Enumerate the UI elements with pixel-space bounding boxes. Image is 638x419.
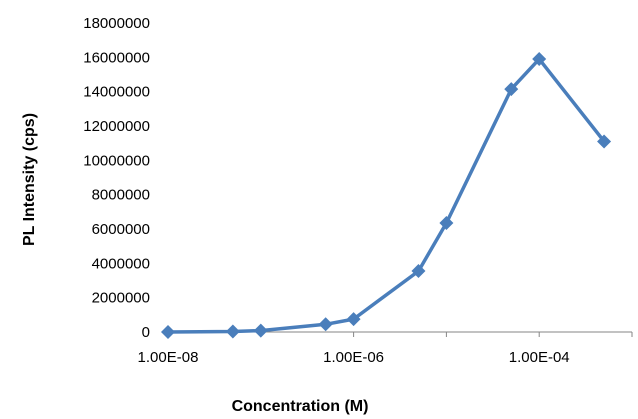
data-point-marker [504,82,519,97]
y-axis-ticks: 0 2000000 4000000 6000000 8000000 10000000 120… [83,15,150,341]
series-layer [161,52,612,339]
y-tick-label: 4000000 [92,255,150,272]
y-axis-title: PL Intensity (cps) [21,113,38,246]
data-point-marker [161,325,175,339]
data-point-marker [532,52,547,67]
data-point-marker [597,134,612,149]
x-axis-title: Concentration (M) [232,398,369,415]
data-point-marker [225,324,240,339]
y-tick-label: 2000000 [92,290,150,307]
x-tick-label: 1.00E-06 [323,349,384,366]
y-tick-label: 12000000 [83,118,150,135]
y-tick-label: 6000000 [92,221,150,238]
y-tick-label: 8000000 [92,187,150,204]
data-point-marker [411,264,426,279]
x-axis-ticks: 1.00E-08 1.00E-06 1.00E-04 [138,332,633,366]
y-tick-label: 10000000 [83,152,150,169]
y-tick-label: 14000000 [83,84,150,101]
data-point-marker [346,312,361,327]
series-line [167,57,606,334]
data-point-marker [439,215,454,230]
data-point-marker [253,323,268,338]
x-tick-label: 1.00E-08 [138,349,199,366]
y-tick-label: 0 [142,324,150,341]
x-tick-label: 1.00E-04 [509,349,570,366]
y-tick-label: 16000000 [83,49,150,66]
data-point-marker [318,317,333,332]
y-tick-label: 18000000 [83,15,150,32]
